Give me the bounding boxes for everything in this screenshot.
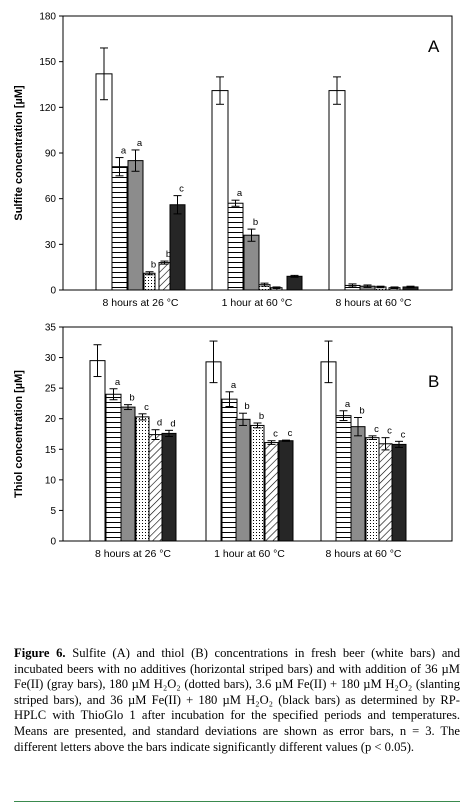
bar-black	[391, 443, 407, 542]
bar-slanted	[148, 434, 163, 542]
bar-gray	[120, 406, 136, 542]
significance-letter: a	[137, 138, 143, 149]
y-tick-label: 35	[45, 323, 57, 334]
bar-horizontal	[105, 393, 122, 542]
figure-caption: Figure 6. Sulfite (A) and thiol (B) conc…	[14, 646, 460, 755]
y-tick-label: 60	[45, 194, 57, 205]
significance-letter: a	[231, 380, 237, 391]
caption-label: Figure 6.	[14, 646, 66, 660]
y-tick-label: 0	[50, 286, 56, 297]
category-label: 1 hour at 60 °C	[214, 548, 285, 560]
y-tick-label: 90	[45, 149, 57, 160]
significance-letter: b	[151, 260, 156, 271]
bar-gray	[243, 234, 260, 291]
sulfite-chart: 0 30 60 90 120 150 180 Sulfite concentration [µ…	[13, 12, 453, 309]
significance-letter: b	[244, 401, 249, 412]
bar-dotted	[250, 424, 265, 542]
significance-letter: c	[179, 184, 184, 195]
significance-letter: c	[387, 426, 392, 437]
significance-letter: c	[273, 429, 278, 440]
significance-letter: b	[259, 411, 264, 422]
bar-dotted	[143, 272, 156, 291]
significance-letter: a	[115, 377, 121, 388]
significance-letter: d	[170, 418, 175, 429]
category-label: 8 hours at 60 °C	[326, 548, 402, 560]
panel-label: A	[428, 37, 440, 56]
category-label: 8 hours at 60 °C	[336, 297, 412, 309]
significance-letter: a	[237, 188, 243, 199]
significance-letter: c	[374, 424, 379, 435]
panel-label: B	[428, 372, 439, 391]
bar-white	[89, 360, 106, 542]
y-axis-title: Sulfite concentration [µM]	[13, 85, 25, 221]
y-tick-label: 5	[50, 506, 56, 517]
bar-black	[278, 440, 294, 542]
bar-dotted	[135, 416, 150, 542]
bar-slanted	[264, 442, 279, 542]
bar-black	[286, 275, 303, 291]
significance-letter: b	[166, 249, 171, 260]
significance-letter: d	[157, 418, 162, 429]
y-tick-label: 25	[45, 384, 57, 395]
y-tick-label: 15	[45, 445, 57, 456]
caption-divider	[14, 801, 460, 802]
y-tick-label: 30	[45, 240, 57, 251]
bar-dotted	[365, 437, 380, 542]
significance-letter: b	[359, 405, 364, 416]
category-label: 1 hour at 60 °C	[222, 297, 293, 309]
bar-horizontal	[227, 202, 244, 291]
significance-letter: b	[129, 393, 134, 404]
category-label: 8 hours at 26 °C	[103, 297, 179, 309]
bar-gray	[350, 426, 366, 542]
bar-gray	[127, 160, 144, 291]
bar-slanted	[378, 443, 393, 542]
bar-horizontal	[111, 166, 128, 291]
y-tick-label: 180	[39, 12, 56, 23]
bar-white	[320, 361, 337, 542]
thiol-chart: 0 5 10 15 20 25 30 35 Thiol concentration [µM] Ba…	[13, 323, 453, 560]
bar-white	[95, 73, 113, 291]
significance-letter: c	[288, 428, 293, 439]
y-tick-label: 30	[45, 353, 57, 364]
bar-black	[161, 432, 177, 542]
bar-black	[169, 204, 186, 291]
significance-letter: b	[253, 217, 258, 228]
y-tick-label: 120	[39, 103, 56, 114]
bar-horizontal	[335, 415, 352, 542]
y-tick-label: 150	[39, 57, 56, 68]
y-axis-title: Thiol concentration [µM]	[13, 370, 25, 498]
significance-letter: c	[144, 402, 149, 413]
caption-text: Sulfite (A) and thiol (B) concentrations…	[14, 646, 461, 754]
significance-letter: a	[345, 399, 351, 410]
y-tick-label: 10	[45, 475, 57, 486]
bar-white	[205, 361, 222, 542]
bar-white	[328, 90, 346, 291]
y-tick-label: 20	[45, 414, 57, 425]
bar-white	[211, 90, 229, 291]
category-label: 8 hours at 26 °C	[95, 548, 171, 560]
bar-slanted	[158, 262, 171, 291]
bar-gray	[235, 418, 251, 542]
y-tick-label: 0	[50, 537, 56, 548]
significance-letter: a	[121, 146, 127, 157]
significance-letter: c	[401, 429, 406, 440]
bar-horizontal	[221, 398, 238, 542]
